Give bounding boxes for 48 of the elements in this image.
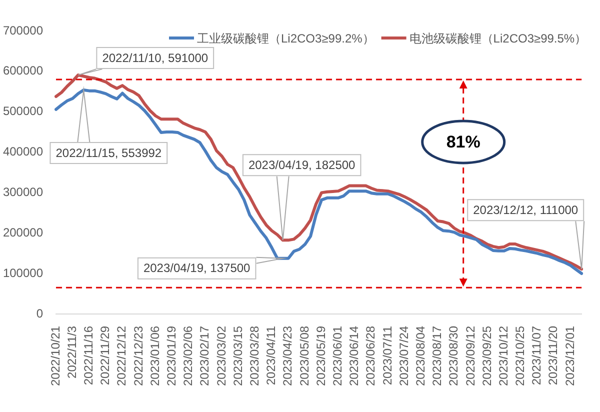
annotation: 2022/11/15, 553992 <box>56 146 162 160</box>
x-tick-label: 2023/03/02 <box>214 326 228 386</box>
x-tick-label: 2023/12/01 <box>562 326 577 386</box>
x-tick-label: 2023/07/11 <box>380 326 394 386</box>
x-tick-label: 2022/12/23 <box>131 326 146 386</box>
annotation: 2022/11/10, 591000 <box>102 50 208 65</box>
x-tick-label: 2023/02/17 <box>198 326 212 386</box>
x-tick-label: 2023/05/19 <box>314 326 328 386</box>
y-tick-label: 400000 <box>2 144 44 159</box>
y-tick-label: 100000 <box>2 266 44 280</box>
x-tick-label: 2023/05/08 <box>297 326 312 386</box>
x-tick-label: 2023/06/28 <box>364 326 378 386</box>
x-tick-label: 2023/11/20 <box>546 326 560 386</box>
x-tick-label: 2023/09/12 <box>463 326 478 386</box>
legend-label: 电池级碳酸锂（Li2CO3≥99.5%） <box>409 31 587 46</box>
x-tick-label: 2022/11/29 <box>98 326 112 386</box>
x-tick-label: 2022/11/3 <box>64 326 79 378</box>
x-tick-label: 2022/12/12 <box>114 326 129 386</box>
x-tick-label: 2023/10/12 <box>496 326 510 386</box>
legend-label: 工业级碳酸锂（Li2CO3≥99.2%） <box>197 31 374 46</box>
x-tick-label: 2023/10/25 <box>513 326 528 386</box>
y-tick-label: 300000 <box>2 184 44 199</box>
x-tick-label: 2023/03/15 <box>230 326 245 386</box>
x-tick-label: 2023/03/28 <box>247 326 262 386</box>
x-tick-label: 2022/11/16 <box>82 326 96 386</box>
y-tick-label: 600000 <box>2 64 44 78</box>
x-tick-label: 2023/04/11 <box>264 326 278 386</box>
y-tick-label: 700000 <box>2 23 44 38</box>
x-tick-label: 2023/01/19 <box>164 326 178 386</box>
x-tick-label: 2022/10/21 <box>48 326 62 386</box>
x-tick-label: 2023/09/25 <box>480 326 494 386</box>
annotation: 2023/04/19, 137500 <box>143 261 251 276</box>
y-tick-label: 200000 <box>2 225 44 240</box>
annotation: 2023/04/19, 182500 <box>248 158 356 172</box>
x-tick-label: 2023/06/14 <box>347 326 362 386</box>
x-tick-label: 2023/11/07 <box>530 326 544 386</box>
x-tick-label: 2023/08/17 <box>430 326 444 386</box>
annotation: 81% <box>446 132 480 152</box>
x-tick-label: 2023/06/01 <box>330 326 344 386</box>
x-tick-label: 2023/08/04 <box>413 326 428 386</box>
x-tick-label: 2023/07/24 <box>396 326 411 386</box>
y-tick-label: 500000 <box>2 104 44 118</box>
y-tick-label: 0 <box>36 306 44 320</box>
x-tick-label: 2023/08/30 <box>446 326 461 386</box>
annotation: 2023/12/12, 111000 <box>473 202 578 217</box>
x-tick-label: 2023/02/06 <box>181 326 196 386</box>
x-tick-label: 2023/01/06 <box>148 326 162 386</box>
x-tick-label: 2023/04/23 <box>280 326 295 386</box>
